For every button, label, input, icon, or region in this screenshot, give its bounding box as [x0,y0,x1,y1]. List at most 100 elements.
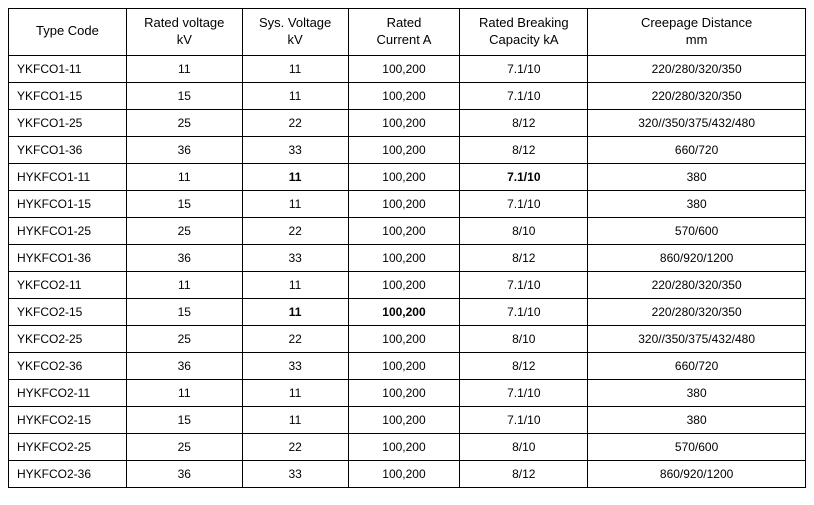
table-cell: 100,200 [348,217,460,244]
table-row: YKFCO2-363633100,2008/12660/720 [9,352,806,379]
table-cell: 220/280/320/350 [588,55,806,82]
table-row: YKFCO2-151511100,2007.1/10220/280/320/35… [9,298,806,325]
table-cell: 380 [588,190,806,217]
table-cell: 7.1/10 [460,82,588,109]
table-cell: 36 [126,136,242,163]
table-cell: YKFCO2-25 [9,325,127,352]
table-cell: 570/600 [588,217,806,244]
table-cell: 380 [588,406,806,433]
table-cell: 15 [126,82,242,109]
table-cell: 15 [126,406,242,433]
col-header-rated-current: RatedCurrent A [348,9,460,56]
table-cell: 22 [242,109,348,136]
table-cell: 8/12 [460,109,588,136]
table-row: HYKFCO2-363633100,2008/12860/920/1200 [9,460,806,487]
table-cell: 100,200 [348,271,460,298]
table-cell: 100,200 [348,298,460,325]
table-cell: 11 [242,298,348,325]
table-cell: 8/12 [460,460,588,487]
table-row: HYKFCO2-111111100,2007.1/10380 [9,379,806,406]
table-cell: YKFCO1-15 [9,82,127,109]
table-cell: HYKFCO1-15 [9,190,127,217]
col-header-creepage: Creepage Distancemm [588,9,806,56]
table-row: YKFCO1-151511100,2007.1/10220/280/320/35… [9,82,806,109]
table-cell: HYKFCO1-25 [9,217,127,244]
table-cell: 320//350/375/432/480 [588,325,806,352]
table-body: YKFCO1-111111100,2007.1/10220/280/320/35… [9,55,806,487]
table-cell: YKFCO1-25 [9,109,127,136]
table-cell: 25 [126,217,242,244]
table-cell: HYKFCO2-25 [9,433,127,460]
table-cell: 100,200 [348,460,460,487]
table-cell: 220/280/320/350 [588,298,806,325]
table-header-row: Type Code Rated voltagekV Sys. VoltagekV… [9,9,806,56]
table-cell: 11 [242,190,348,217]
table-cell: 100,200 [348,82,460,109]
table-cell: 33 [242,136,348,163]
table-cell: 11 [126,163,242,190]
table-cell: 660/720 [588,136,806,163]
table-cell: 33 [242,244,348,271]
table-cell: 100,200 [348,190,460,217]
table-cell: 100,200 [348,352,460,379]
col-header-breaking-capacity: Rated BreakingCapacity kA [460,9,588,56]
table-cell: 8/10 [460,217,588,244]
table-row: HYKFCO1-252522100,2008/10570/600 [9,217,806,244]
table-cell: 22 [242,325,348,352]
table-cell: 100,200 [348,379,460,406]
table-cell: 7.1/10 [460,190,588,217]
table-row: HYKFCO1-363633100,2008/12860/920/1200 [9,244,806,271]
table-cell: 36 [126,352,242,379]
table-cell: HYKFCO2-15 [9,406,127,433]
table-cell: 7.1/10 [460,298,588,325]
table-cell: HYKFCO2-36 [9,460,127,487]
table-cell: 100,200 [348,325,460,352]
table-cell: 860/920/1200 [588,460,806,487]
table-row: YKFCO1-252522100,2008/12320//350/375/432… [9,109,806,136]
table-cell: 100,200 [348,136,460,163]
table-cell: 220/280/320/350 [588,271,806,298]
table-cell: 8/12 [460,136,588,163]
table-cell: 660/720 [588,352,806,379]
table-cell: 7.1/10 [460,271,588,298]
table-row: YKFCO2-252522100,2008/10320//350/375/432… [9,325,806,352]
table-row: HYKFCO2-151511100,2007.1/10380 [9,406,806,433]
table-row: HYKFCO1-151511100,2007.1/10380 [9,190,806,217]
table-cell: 860/920/1200 [588,244,806,271]
table-cell: 22 [242,433,348,460]
table-cell: YKFCO2-11 [9,271,127,298]
table-cell: 7.1/10 [460,163,588,190]
table-row: YKFCO1-111111100,2007.1/10220/280/320/35… [9,55,806,82]
table-cell: 100,200 [348,406,460,433]
table-cell: 320//350/375/432/480 [588,109,806,136]
table-cell: YKFCO2-15 [9,298,127,325]
table-cell: HYKFCO1-36 [9,244,127,271]
table-cell: 7.1/10 [460,55,588,82]
table-cell: 8/10 [460,325,588,352]
table-cell: 100,200 [348,55,460,82]
table-cell: 7.1/10 [460,379,588,406]
table-row: HYKFCO1-111111100,2007.1/10380 [9,163,806,190]
table-cell: 7.1/10 [460,406,588,433]
table-cell: 8/10 [460,433,588,460]
table-cell: 100,200 [348,163,460,190]
table-cell: 11 [126,379,242,406]
table-cell: 8/12 [460,352,588,379]
table-cell: 22 [242,217,348,244]
col-header-rated-voltage: Rated voltagekV [126,9,242,56]
table-row: YKFCO2-111111100,2007.1/10220/280/320/35… [9,271,806,298]
table-cell: 11 [242,163,348,190]
table-row: YKFCO1-363633100,2008/12660/720 [9,136,806,163]
table-cell: 36 [126,460,242,487]
table-cell: 11 [126,55,242,82]
table-cell: 100,200 [348,433,460,460]
table-cell: 25 [126,433,242,460]
table-cell: 8/12 [460,244,588,271]
table-cell: 33 [242,460,348,487]
table-cell: 570/600 [588,433,806,460]
table-cell: 15 [126,298,242,325]
table-cell: 25 [126,109,242,136]
table-cell: 380 [588,379,806,406]
spec-table: Type Code Rated voltagekV Sys. VoltagekV… [8,8,806,488]
table-cell: YKFCO1-11 [9,55,127,82]
